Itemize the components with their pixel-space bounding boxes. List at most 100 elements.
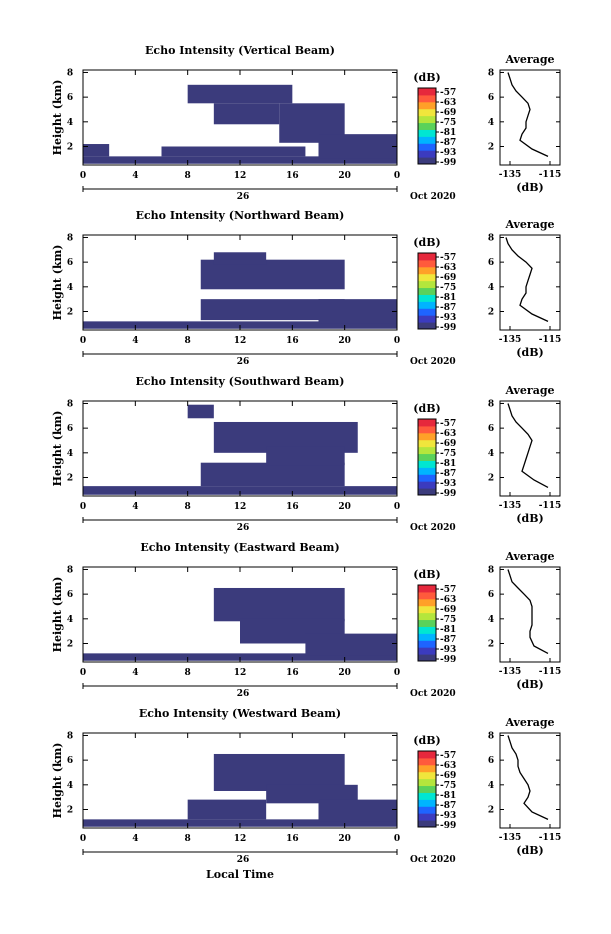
average-y-tick-label: 8 bbox=[488, 565, 494, 575]
colorbar-segment bbox=[418, 88, 436, 96]
colorbar-label: -87 bbox=[440, 303, 456, 313]
colorbar-frame bbox=[417, 418, 437, 496]
colorbar-label: -57 bbox=[440, 88, 456, 98]
average-x-tick-label: -115 bbox=[539, 335, 562, 345]
colorbar-label: -93 bbox=[440, 479, 456, 489]
echo-region bbox=[213, 103, 280, 125]
echo-region bbox=[187, 799, 267, 820]
x-tick-label: 8 bbox=[185, 502, 191, 512]
colorbar-label: -87 bbox=[440, 801, 456, 811]
x-tick-label: 4 bbox=[132, 834, 138, 844]
average-x-tick-label: -135 bbox=[499, 335, 522, 345]
colorbar-label: -93 bbox=[440, 811, 456, 821]
colorbar-unit: (dB) bbox=[413, 568, 440, 581]
x-tick-label: 8 bbox=[185, 668, 191, 678]
average-x-tick-label: -115 bbox=[539, 501, 562, 511]
colorbar-label: -75 bbox=[440, 118, 456, 128]
x-tick-label: 16 bbox=[286, 668, 299, 678]
colorbar-segment bbox=[418, 647, 436, 655]
colorbar-label: -63 bbox=[440, 761, 456, 771]
y-tick-label: 8 bbox=[67, 68, 73, 78]
colorbar-segment bbox=[418, 273, 436, 282]
y-axis-label: Height (km) bbox=[51, 411, 64, 487]
colorbar-segment bbox=[418, 419, 436, 427]
average-y-tick-label: 4 bbox=[488, 283, 494, 293]
x-tick-label: 12 bbox=[234, 336, 247, 346]
y-tick-label: 4 bbox=[67, 781, 73, 791]
x-tick-label: 0 bbox=[80, 668, 86, 678]
colorbar-segment bbox=[418, 294, 436, 302]
colorbar-segment bbox=[418, 122, 436, 130]
average-y-tick-label: 4 bbox=[488, 118, 494, 128]
colorbar-segment bbox=[418, 266, 436, 275]
panel-3: Echo Intensity (Eastward Beam) 0 4 8 12 16 20 0… bbox=[51, 541, 561, 699]
x-tick-label: 8 bbox=[185, 336, 191, 346]
colorbar-segment bbox=[418, 108, 436, 117]
average-y-tick-label: 4 bbox=[488, 615, 494, 625]
colorbar-unit: (dB) bbox=[413, 236, 440, 249]
colorbar-segment bbox=[418, 253, 436, 261]
x-tick-label: 4 bbox=[132, 336, 138, 346]
echo-region bbox=[200, 462, 345, 487]
average-title: Average bbox=[504, 218, 554, 231]
colorbar-label: -75 bbox=[440, 283, 456, 293]
colorbar-segment bbox=[418, 453, 436, 461]
date-suffix-label: Oct 2020 bbox=[410, 855, 456, 865]
average-title: Average bbox=[504, 53, 554, 66]
colorbar-segment bbox=[418, 806, 436, 814]
average-y-tick-label: 6 bbox=[488, 590, 494, 600]
colorbar-segment bbox=[418, 820, 436, 828]
colorbar-label: -99 bbox=[440, 821, 456, 831]
y-tick-label: 4 bbox=[67, 283, 73, 293]
colorbar-segment bbox=[418, 301, 436, 309]
colorbar-segment bbox=[418, 792, 436, 800]
colorbar-frame bbox=[417, 584, 437, 662]
colorbar-segment bbox=[418, 115, 436, 124]
colorbar-segment bbox=[418, 287, 436, 295]
x-tick-label: 20 bbox=[338, 336, 351, 346]
average-title: Average bbox=[504, 384, 554, 397]
colorbar-segment bbox=[418, 764, 436, 773]
y-tick-label: 4 bbox=[67, 615, 73, 625]
colorbar-segment bbox=[418, 474, 436, 482]
colorbar-label: -69 bbox=[440, 439, 456, 449]
colorbar-segment bbox=[418, 598, 436, 607]
x-tick-label: 0 bbox=[394, 336, 400, 346]
panel-title: Echo Intensity (Southward Beam) bbox=[136, 375, 345, 388]
colorbar-unit: (dB) bbox=[413, 402, 440, 415]
colorbar-segment bbox=[418, 467, 436, 475]
x-tick-label: 0 bbox=[80, 336, 86, 346]
average-y-tick-label: 6 bbox=[488, 93, 494, 103]
x-tick-label: 12 bbox=[234, 502, 247, 512]
average-y-tick-label: 2 bbox=[488, 142, 494, 152]
colorbar-label: -63 bbox=[440, 263, 456, 273]
y-tick-label: 4 bbox=[67, 449, 73, 459]
colorbar-label: -99 bbox=[440, 489, 456, 499]
colorbar-label: -99 bbox=[440, 655, 456, 665]
colorbar-segment bbox=[418, 136, 436, 144]
echo-region bbox=[318, 134, 397, 159]
panel-2: Echo Intensity (Southward Beam)0 4 8 12 16 20… bbox=[51, 375, 561, 533]
colorbar-label: -57 bbox=[440, 751, 456, 761]
colorbar-segment bbox=[418, 280, 436, 289]
colorbar-label: -81 bbox=[440, 459, 456, 469]
colorbar-segment bbox=[418, 439, 436, 448]
y-tick-label: 2 bbox=[67, 639, 73, 649]
panel-title: Echo Intensity (Westward Beam) bbox=[139, 707, 341, 720]
average-x-tick-label: -115 bbox=[539, 833, 562, 843]
colorbar-segment bbox=[418, 446, 436, 455]
colorbar-label: -63 bbox=[440, 98, 456, 108]
average-frame bbox=[499, 400, 561, 497]
colorbar-label: -93 bbox=[440, 645, 456, 655]
x-tick-label: 16 bbox=[286, 336, 299, 346]
colorbar-segment bbox=[418, 157, 436, 165]
x-tick-label: 0 bbox=[394, 834, 400, 844]
average-x-label: (dB) bbox=[516, 346, 543, 359]
x-tick-label: 0 bbox=[80, 502, 86, 512]
colorbar-segment bbox=[418, 481, 436, 489]
average-y-tick-label: 8 bbox=[488, 68, 494, 78]
y-tick-label: 6 bbox=[67, 590, 73, 600]
x-tick-label: 0 bbox=[394, 502, 400, 512]
colorbar-label: -93 bbox=[440, 313, 456, 323]
average-x-label: (dB) bbox=[516, 512, 543, 525]
